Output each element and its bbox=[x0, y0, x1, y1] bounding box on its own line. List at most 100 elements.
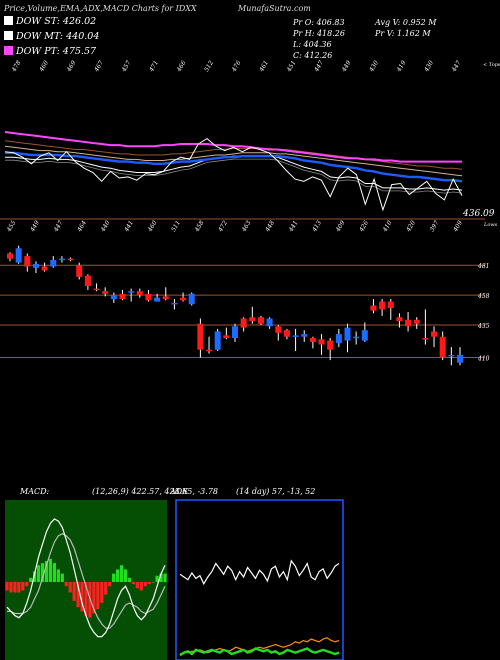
macd-series-signal bbox=[7, 533, 166, 629]
macd-histogram-bar bbox=[21, 582, 25, 591]
ema-low-label: 409 bbox=[452, 219, 464, 233]
candle bbox=[154, 293, 161, 302]
candle-body bbox=[171, 302, 178, 305]
stat-avg-volume: Avg V: 0.952 M bbox=[375, 18, 437, 27]
candle-body bbox=[76, 265, 83, 277]
ema-top-label: 451 bbox=[285, 60, 297, 74]
candle-body bbox=[93, 288, 100, 291]
macd-histogram-bar bbox=[60, 573, 64, 582]
macd-histogram-bar bbox=[29, 577, 33, 582]
candle bbox=[405, 312, 412, 332]
candle bbox=[413, 317, 420, 329]
macd-histogram-bar bbox=[100, 582, 104, 603]
candle-body bbox=[439, 336, 446, 358]
ema-top-label: 457 bbox=[120, 59, 132, 73]
candle bbox=[353, 331, 360, 345]
macd-histogram-bar bbox=[72, 582, 76, 601]
candle bbox=[439, 331, 446, 361]
candle-body bbox=[379, 301, 386, 310]
candle-body bbox=[58, 258, 65, 261]
candle bbox=[370, 299, 377, 314]
legend-swatch-icon bbox=[4, 46, 13, 55]
candle-body bbox=[335, 334, 342, 344]
ema-top-label: 467 bbox=[93, 59, 105, 73]
legend-dow-st: DOW ST: 426.02 bbox=[4, 16, 96, 27]
ema-low-label: 464 bbox=[76, 219, 88, 233]
candle-body bbox=[84, 275, 91, 286]
adx-series-di- bbox=[179, 559, 340, 586]
legend-swatch-icon bbox=[4, 31, 13, 40]
ema-top-label: 466 bbox=[175, 59, 187, 73]
ema-low-label: 397 bbox=[429, 219, 441, 233]
candle bbox=[327, 338, 334, 361]
candle-body bbox=[119, 293, 126, 299]
candle-body bbox=[50, 260, 57, 267]
candle bbox=[396, 313, 403, 328]
candle-body bbox=[136, 291, 143, 296]
candle-body bbox=[318, 339, 325, 345]
stat-open: Pr O: 406.83 bbox=[293, 18, 345, 27]
ema-last-value-label: 436.09 bbox=[462, 209, 495, 219]
macd-histogram-bar bbox=[25, 582, 29, 587]
candle-body bbox=[422, 338, 429, 340]
candle-body bbox=[396, 317, 403, 322]
ema-low-label: 455 bbox=[5, 219, 17, 233]
macd-histogram-bar bbox=[143, 582, 147, 587]
candle bbox=[379, 299, 386, 316]
candle bbox=[93, 283, 100, 292]
candle-body bbox=[32, 263, 39, 268]
candle-body bbox=[102, 291, 109, 294]
candle bbox=[335, 328, 342, 348]
candle bbox=[7, 252, 13, 262]
macd-histogram-bar bbox=[147, 582, 151, 585]
candle bbox=[206, 336, 213, 354]
candle-body bbox=[41, 266, 48, 271]
candle bbox=[431, 326, 438, 348]
macd-histogram-bar bbox=[52, 563, 56, 582]
macd-histogram-bar bbox=[84, 582, 88, 616]
ema-low-label: 410 bbox=[381, 219, 393, 233]
macd-histogram-bar bbox=[5, 582, 9, 591]
macd-histogram-bar bbox=[37, 565, 41, 582]
macd-histogram-bar bbox=[108, 582, 112, 587]
ema-top-label: 430 bbox=[423, 59, 435, 73]
ema-low-label: 440 bbox=[99, 219, 111, 233]
ema-low-label: 472 bbox=[217, 219, 229, 233]
candle-body bbox=[197, 323, 204, 350]
ema-top-label: 471 bbox=[148, 60, 160, 74]
macd-histogram-bar bbox=[131, 582, 135, 585]
price-level-label: 481 bbox=[477, 263, 489, 270]
ema-series-price bbox=[4, 137, 463, 212]
price-level-label: 458 bbox=[477, 293, 490, 300]
macd-histogram-bar bbox=[135, 582, 139, 589]
candle-body bbox=[249, 317, 256, 322]
candle-body bbox=[275, 326, 282, 333]
candle-body bbox=[67, 258, 74, 261]
stat-close: C: 412.26 bbox=[293, 51, 333, 60]
candle bbox=[361, 322, 368, 342]
legend-dow-pt: DOW PT: 475.57 bbox=[4, 46, 96, 57]
candle bbox=[15, 245, 22, 264]
candle-body bbox=[206, 349, 213, 352]
ema-top-label: 430 bbox=[368, 59, 380, 73]
stat-prev-volume: Pr V: 1.162 M bbox=[375, 29, 431, 38]
macd-histogram-bar bbox=[76, 582, 80, 608]
candle bbox=[24, 253, 31, 272]
macd-histogram-bar bbox=[112, 573, 116, 582]
candle-body bbox=[162, 296, 169, 299]
macd-histogram-bar bbox=[80, 582, 84, 612]
macd-histogram-bar bbox=[48, 558, 53, 582]
candle-body bbox=[188, 293, 195, 305]
candle bbox=[128, 288, 135, 302]
candle bbox=[318, 334, 325, 355]
ema-low-label: 448 bbox=[264, 219, 276, 233]
candle-body bbox=[240, 318, 247, 328]
ema-series-ema-khaki bbox=[4, 145, 463, 177]
macd-histogram-bar bbox=[151, 582, 155, 583]
candle bbox=[76, 262, 83, 280]
candle bbox=[102, 287, 109, 297]
ema-top-label: 449 bbox=[340, 59, 352, 73]
candle bbox=[110, 292, 117, 303]
candle bbox=[41, 262, 48, 272]
ema-series-dow-mt bbox=[5, 151, 463, 183]
